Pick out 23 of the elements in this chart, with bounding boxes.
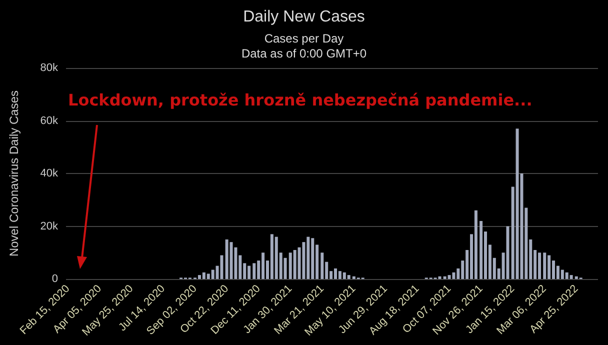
bar — [347, 275, 350, 279]
bar — [506, 226, 510, 279]
bar — [516, 128, 519, 279]
y-tick-label: 60k — [40, 114, 58, 127]
chart-subtitle: Cases per Day Data as of 0:00 GMT+0 — [241, 32, 367, 60]
y-tick-label: 40k — [40, 168, 58, 180]
bar — [543, 252, 546, 279]
y-tick-label: 0 — [52, 273, 58, 285]
bar — [570, 275, 573, 279]
y-tick-label: 80k — [40, 62, 58, 74]
bar — [480, 220, 483, 279]
bar — [448, 275, 451, 279]
chart-title: Daily New Cases — [243, 8, 365, 26]
bar — [474, 210, 478, 279]
bar — [438, 276, 442, 279]
annotation: Lockdown, protože hrozně nebezpečná pandemie... — [68, 90, 532, 110]
y-tick-label: 20k — [40, 220, 58, 232]
bar — [230, 242, 233, 279]
bar — [220, 255, 224, 279]
y-axis-title: Novel Coronavirus Daily Cases — [7, 90, 21, 257]
bar — [252, 263, 256, 279]
bar — [452, 272, 456, 279]
bar — [320, 252, 324, 279]
